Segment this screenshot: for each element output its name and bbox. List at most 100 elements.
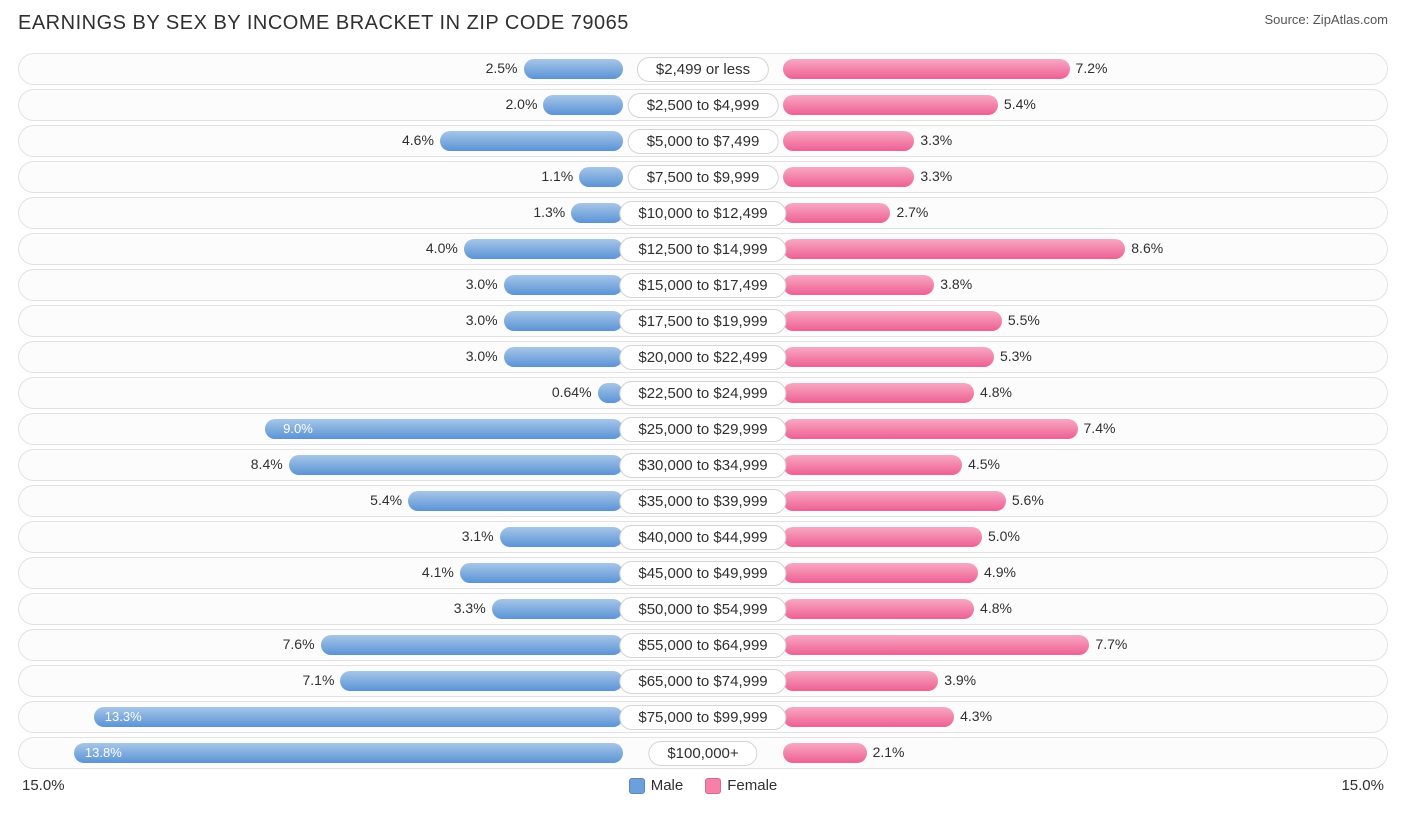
female-pct-label: 3.9% [944, 672, 976, 688]
female-pct-label: 7.4% [1084, 420, 1116, 436]
male-pct-label: 3.0% [466, 312, 498, 328]
bracket-label: $45,000 to $49,999 [619, 561, 786, 586]
legend: Male Female [629, 777, 778, 794]
source-attribution: Source: ZipAtlas.com [1264, 12, 1388, 27]
chart-area: $2,499 or less2.5%7.2% $2,500 to $4,999 2.… [18, 53, 1388, 769]
bracket-label: $55,000 to $64,999 [619, 633, 786, 658]
chart-row: $30,000 to $34,999 8.4% 4.5% [18, 449, 1388, 481]
axis-max-left: 15.0% [22, 777, 65, 794]
male-pct-label: 4.6% [402, 132, 434, 148]
female-bar [783, 131, 914, 151]
female-bar [783, 707, 954, 727]
male-bar [74, 743, 623, 763]
female-swatch-icon [705, 778, 721, 794]
female-pct-label: 5.3% [1000, 348, 1032, 364]
chart-row: $75,000 to $99,99913.3%4.3% [18, 701, 1388, 733]
bracket-label: $100,000+ [648, 741, 757, 766]
bracket-label: $2,499 or less [637, 57, 769, 82]
female-pct-label: 2.7% [896, 204, 928, 220]
female-bar [783, 455, 962, 475]
bracket-label: $65,000 to $74,999 [619, 669, 786, 694]
male-pct-label: 3.0% [466, 348, 498, 364]
chart-title: EARNINGS BY SEX BY INCOME BRACKET IN ZIP… [18, 12, 629, 35]
bracket-label: $40,000 to $44,999 [619, 525, 786, 550]
female-pct-label: 4.5% [968, 456, 1000, 472]
legend-item-male: Male [629, 777, 684, 794]
male-bar [460, 563, 623, 583]
female-bar [783, 527, 982, 547]
bracket-label: $20,000 to $22,499 [619, 345, 786, 370]
female-bar [783, 275, 934, 295]
female-bar [783, 491, 1006, 511]
male-bar [524, 59, 624, 79]
bracket-label: $5,000 to $7,499 [628, 129, 779, 154]
male-bar [500, 527, 623, 547]
axis-max-right: 15.0% [1341, 777, 1384, 794]
female-pct-label: 4.3% [960, 708, 992, 724]
female-pct-label: 5.4% [1004, 96, 1036, 112]
chart-row: $17,500 to $19,9993.0%5.5% [18, 305, 1388, 337]
female-bar [783, 59, 1070, 79]
male-bar [440, 131, 623, 151]
female-bar [783, 419, 1078, 439]
female-pct-label: 5.6% [1012, 492, 1044, 508]
female-bar [783, 311, 1002, 331]
bracket-label: $22,500 to $24,999 [619, 381, 786, 406]
chart-row: $100,000+13.8%2.1% [18, 737, 1388, 769]
chart-row: $15,000 to $17,4993.0%3.8% [18, 269, 1388, 301]
chart-row: $50,000 to $54,999 3.3% 4.8% [18, 593, 1388, 625]
female-bar [783, 671, 938, 691]
female-pct-label: 2.1% [873, 744, 905, 760]
male-bar [571, 203, 623, 223]
male-bar [464, 239, 623, 259]
legend-item-female: Female [705, 777, 777, 794]
female-pct-label: 3.3% [920, 132, 952, 148]
female-pct-label: 4.9% [984, 564, 1016, 580]
female-pct-label: 4.8% [980, 600, 1012, 616]
chart-row: $10,000 to $12,4991.3%2.7% [18, 197, 1388, 229]
female-pct-label: 3.8% [940, 276, 972, 292]
male-pct-label: 3.3% [454, 600, 486, 616]
male-bar [492, 599, 623, 619]
female-bar [783, 599, 974, 619]
female-pct-label: 4.8% [980, 384, 1012, 400]
chart-row: $7,500 to $9,9991.1%3.3% [18, 161, 1388, 193]
male-bar [504, 311, 623, 331]
chart-footer: 15.0% Male Female 15.0% [18, 777, 1388, 794]
male-bar [340, 671, 623, 691]
female-pct-label: 8.6% [1131, 240, 1163, 256]
male-pct-label: 7.1% [303, 672, 335, 688]
male-pct-label: 8.4% [251, 456, 283, 472]
bracket-label: $7,500 to $9,999 [628, 165, 779, 190]
chart-row: $22,500 to $24,9990.64%4.8% [18, 377, 1388, 409]
female-bar [783, 347, 994, 367]
male-pct-label: 9.0% [283, 421, 313, 436]
male-bar [504, 275, 623, 295]
chart-row: $2,499 or less2.5%7.2% [18, 53, 1388, 85]
male-pct-label: 3.1% [462, 528, 494, 544]
male-bar [321, 635, 623, 655]
male-pct-label: 13.3% [105, 709, 142, 724]
bracket-label: $35,000 to $39,999 [619, 489, 786, 514]
female-bar [783, 203, 890, 223]
chart-row: $2,500 to $4,999 2.0% 5.4% [18, 89, 1388, 121]
male-bar [94, 707, 623, 727]
chart-row: $45,000 to $49,9994.1%4.9% [18, 557, 1388, 589]
chart-row: $12,500 to $14,999 4.0% 8.6% [18, 233, 1388, 265]
male-pct-label: 2.0% [505, 96, 537, 112]
female-bar [783, 95, 998, 115]
male-pct-label: 4.0% [426, 240, 458, 256]
bracket-label: $50,000 to $54,999 [619, 597, 786, 622]
bracket-label: $25,000 to $29,999 [619, 417, 786, 442]
chart-header: EARNINGS BY SEX BY INCOME BRACKET IN ZIP… [18, 12, 1388, 35]
bracket-label: $2,500 to $4,999 [628, 93, 779, 118]
female-bar [783, 167, 914, 187]
female-bar [783, 383, 974, 403]
male-bar [579, 167, 623, 187]
male-bar [543, 95, 623, 115]
female-bar [783, 635, 1089, 655]
bracket-label: $30,000 to $34,999 [619, 453, 786, 478]
chart-row: $5,000 to $7,499 4.6% 3.3% [18, 125, 1388, 157]
female-bar [783, 563, 978, 583]
bracket-label: $12,500 to $14,999 [619, 237, 786, 262]
